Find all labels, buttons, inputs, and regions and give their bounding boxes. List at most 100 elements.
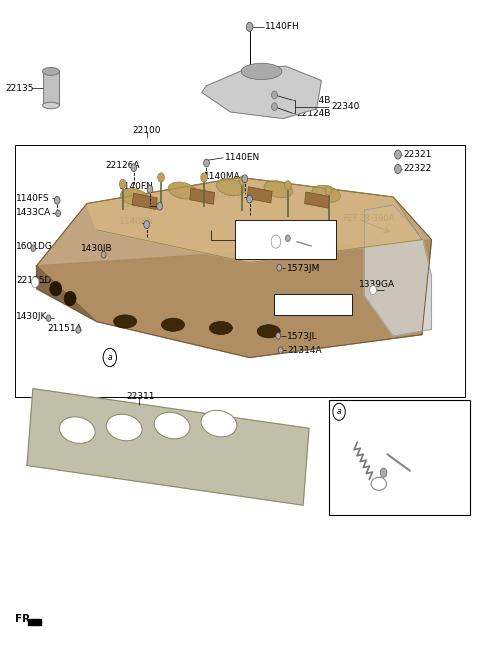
Ellipse shape [241,63,282,79]
Ellipse shape [209,321,232,335]
Ellipse shape [154,412,190,439]
Circle shape [31,277,39,287]
Circle shape [76,327,81,333]
Bar [235,220,336,259]
Text: 22135: 22135 [5,84,34,93]
Text: a: a [337,407,341,417]
Circle shape [271,235,281,248]
Circle shape [101,251,106,258]
Polygon shape [364,205,432,336]
Bar [274,294,352,315]
Circle shape [144,220,150,228]
Text: 1140MA: 1140MA [204,172,241,180]
Text: 1573JM: 1573JM [287,264,320,273]
Text: 22124B: 22124B [297,109,331,118]
Text: 22340: 22340 [331,102,360,112]
Text: 1339GA: 1339GA [359,280,395,289]
Text: 22112A: 22112A [339,499,371,507]
Polygon shape [36,177,432,358]
Ellipse shape [106,414,142,441]
Circle shape [157,202,162,210]
Text: 22127A: 22127A [294,226,326,236]
Text: 1153CA: 1153CA [275,300,310,310]
Bar [305,192,329,208]
Circle shape [239,176,246,185]
Text: a: a [108,353,112,362]
Circle shape [325,186,332,195]
Ellipse shape [201,410,237,437]
Circle shape [247,195,252,203]
Text: 22126A: 22126A [105,161,140,170]
Circle shape [201,173,207,182]
Text: 22321: 22321 [403,150,432,159]
Text: 22115A: 22115A [391,443,423,451]
Text: 1140FN: 1140FN [120,216,154,226]
Circle shape [31,245,36,251]
Circle shape [246,22,253,31]
Circle shape [333,403,345,420]
Text: 22100: 22100 [132,126,161,134]
Polygon shape [28,619,41,625]
Bar [190,188,215,204]
Circle shape [46,315,51,321]
Ellipse shape [114,315,137,328]
Text: 22311: 22311 [126,392,155,401]
Circle shape [276,333,281,339]
Circle shape [131,164,137,172]
Circle shape [277,264,282,271]
Circle shape [272,103,277,111]
Circle shape [395,165,401,173]
Text: 22113A: 22113A [391,458,423,466]
Text: 22124B: 22124B [297,96,331,105]
Polygon shape [27,388,309,505]
Circle shape [380,468,387,478]
Text: 1140FS: 1140FS [16,194,49,203]
Text: 21151A: 21151A [48,324,83,333]
Ellipse shape [50,281,62,296]
Text: 1573JL: 1573JL [287,332,318,341]
Ellipse shape [257,325,280,338]
Text: 22114A: 22114A [333,425,365,434]
Ellipse shape [161,318,184,331]
Text: 1140FH: 1140FH [210,192,245,200]
Text: 22129A: 22129A [259,224,291,233]
Ellipse shape [264,180,292,197]
Bar [132,194,157,209]
Polygon shape [202,66,322,119]
Text: 1140FH: 1140FH [265,22,300,31]
Circle shape [370,285,376,295]
Circle shape [286,235,290,241]
Bar [15,145,465,397]
Polygon shape [36,239,432,358]
Polygon shape [87,177,422,262]
Circle shape [242,174,248,182]
Circle shape [120,179,126,188]
Circle shape [204,159,209,167]
Text: FR.: FR. [15,614,35,625]
Text: REF.28-390A: REF.28-390A [342,213,395,222]
Circle shape [285,180,291,190]
Circle shape [103,348,117,367]
Ellipse shape [371,478,386,490]
Ellipse shape [43,102,60,109]
Text: 22322: 22322 [403,165,432,173]
Text: 21314A: 21314A [287,346,322,356]
Bar [247,187,272,203]
Circle shape [157,173,164,182]
Text: 1140FN: 1140FN [120,182,154,191]
Ellipse shape [312,185,340,202]
Circle shape [278,347,283,354]
Circle shape [395,150,401,159]
Text: 1430JK: 1430JK [16,312,48,321]
Text: 22129: 22129 [120,201,148,209]
Bar [328,400,470,514]
Text: 22136A: 22136A [237,241,269,250]
Ellipse shape [60,417,95,443]
Ellipse shape [120,188,149,205]
Text: 1601DG: 1601DG [16,242,53,251]
Text: 1430JB: 1430JB [81,243,113,253]
Circle shape [147,185,153,193]
Text: 1140EN: 1140EN [225,154,260,162]
Circle shape [56,210,60,216]
Ellipse shape [216,178,245,195]
